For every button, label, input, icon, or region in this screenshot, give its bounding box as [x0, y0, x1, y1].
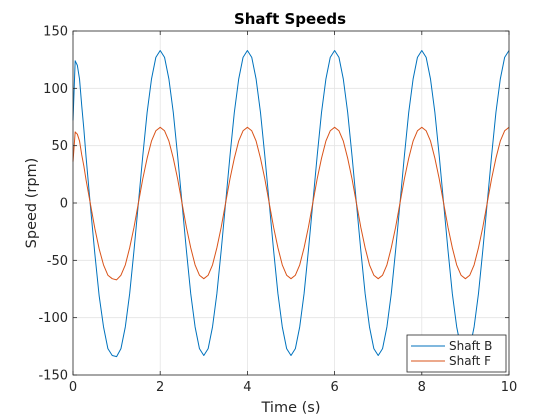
x-tick-label: 6 [330, 380, 338, 395]
series-line-shaft-f [72, 126, 510, 281]
y-tick-label: -150 [38, 369, 68, 384]
x-tick-label: 4 [243, 380, 251, 395]
x-tick-label: 0 [69, 380, 77, 395]
series-layer [72, 49, 510, 358]
ticks [72, 30, 510, 376]
y-axis-label: Speed (rpm) [24, 158, 40, 249]
y-tick-label: 150 [43, 25, 68, 40]
y-tick-label: 100 [43, 82, 68, 97]
series-line-shaft-b [72, 49, 510, 358]
y-tick-label: 0 [60, 197, 68, 212]
legend-label: Shaft B [449, 339, 492, 353]
x-tick-label: 2 [156, 380, 164, 395]
y-tick-label: -100 [38, 311, 68, 326]
chart-title: Shaft Speeds [234, 10, 346, 28]
legend-box [406, 334, 507, 373]
x-axis-label: Time (s) [261, 400, 321, 416]
y-tick-label: -50 [47, 254, 68, 269]
legend-label: Shaft F [449, 354, 491, 368]
x-tick-label: 8 [418, 380, 426, 395]
y-tick-label: 50 [51, 139, 68, 154]
x-tick-label: 10 [501, 380, 518, 395]
tick-labels: 0 2 4 6 8 10 -150 -100 -50 0 50 100 150 [38, 25, 517, 396]
